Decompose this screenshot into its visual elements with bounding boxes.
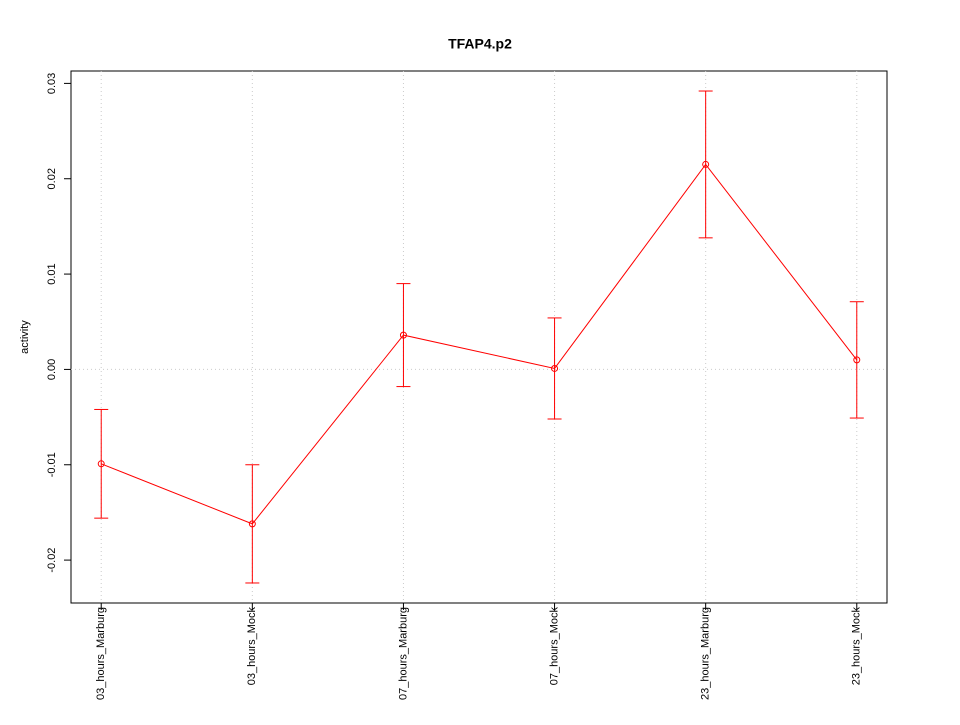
error-bar — [94, 408, 109, 519]
data-point — [399, 331, 407, 339]
data-point — [853, 356, 861, 364]
y-tick-label: 0.01 — [46, 263, 58, 284]
x-tick-label: 23_hours_Mock — [851, 607, 863, 686]
y-tick-label: 0.00 — [46, 359, 58, 380]
data-point — [702, 160, 710, 168]
error-bar — [396, 283, 411, 388]
y-tick-label: 0.02 — [46, 168, 58, 189]
x-tick-label: 03_hours_Mock — [246, 607, 258, 686]
chart-title: TFAP4.p2 — [448, 36, 512, 52]
x-tick-label: 23_hours_Marburg — [700, 607, 712, 700]
data-point — [97, 460, 105, 468]
x-tick-label: 07_hours_Marburg — [397, 607, 409, 700]
y-tick-label: -0.01 — [46, 452, 58, 477]
error-bar — [698, 90, 713, 239]
x-tick-label: 03_hours_Marburg — [95, 607, 107, 700]
y-axis-title: activity — [19, 320, 31, 354]
y-tick-label: -0.02 — [46, 548, 58, 573]
error-bar — [849, 301, 864, 419]
data-point — [551, 364, 559, 372]
y-tick-label: 0.03 — [46, 73, 58, 94]
data-line — [101, 163, 858, 525]
plot-frame — [70, 70, 888, 604]
data-point — [248, 520, 256, 528]
error-bar — [245, 464, 260, 584]
error-bar — [547, 317, 562, 420]
x-tick-label: 07_hours_Mock — [548, 607, 560, 686]
